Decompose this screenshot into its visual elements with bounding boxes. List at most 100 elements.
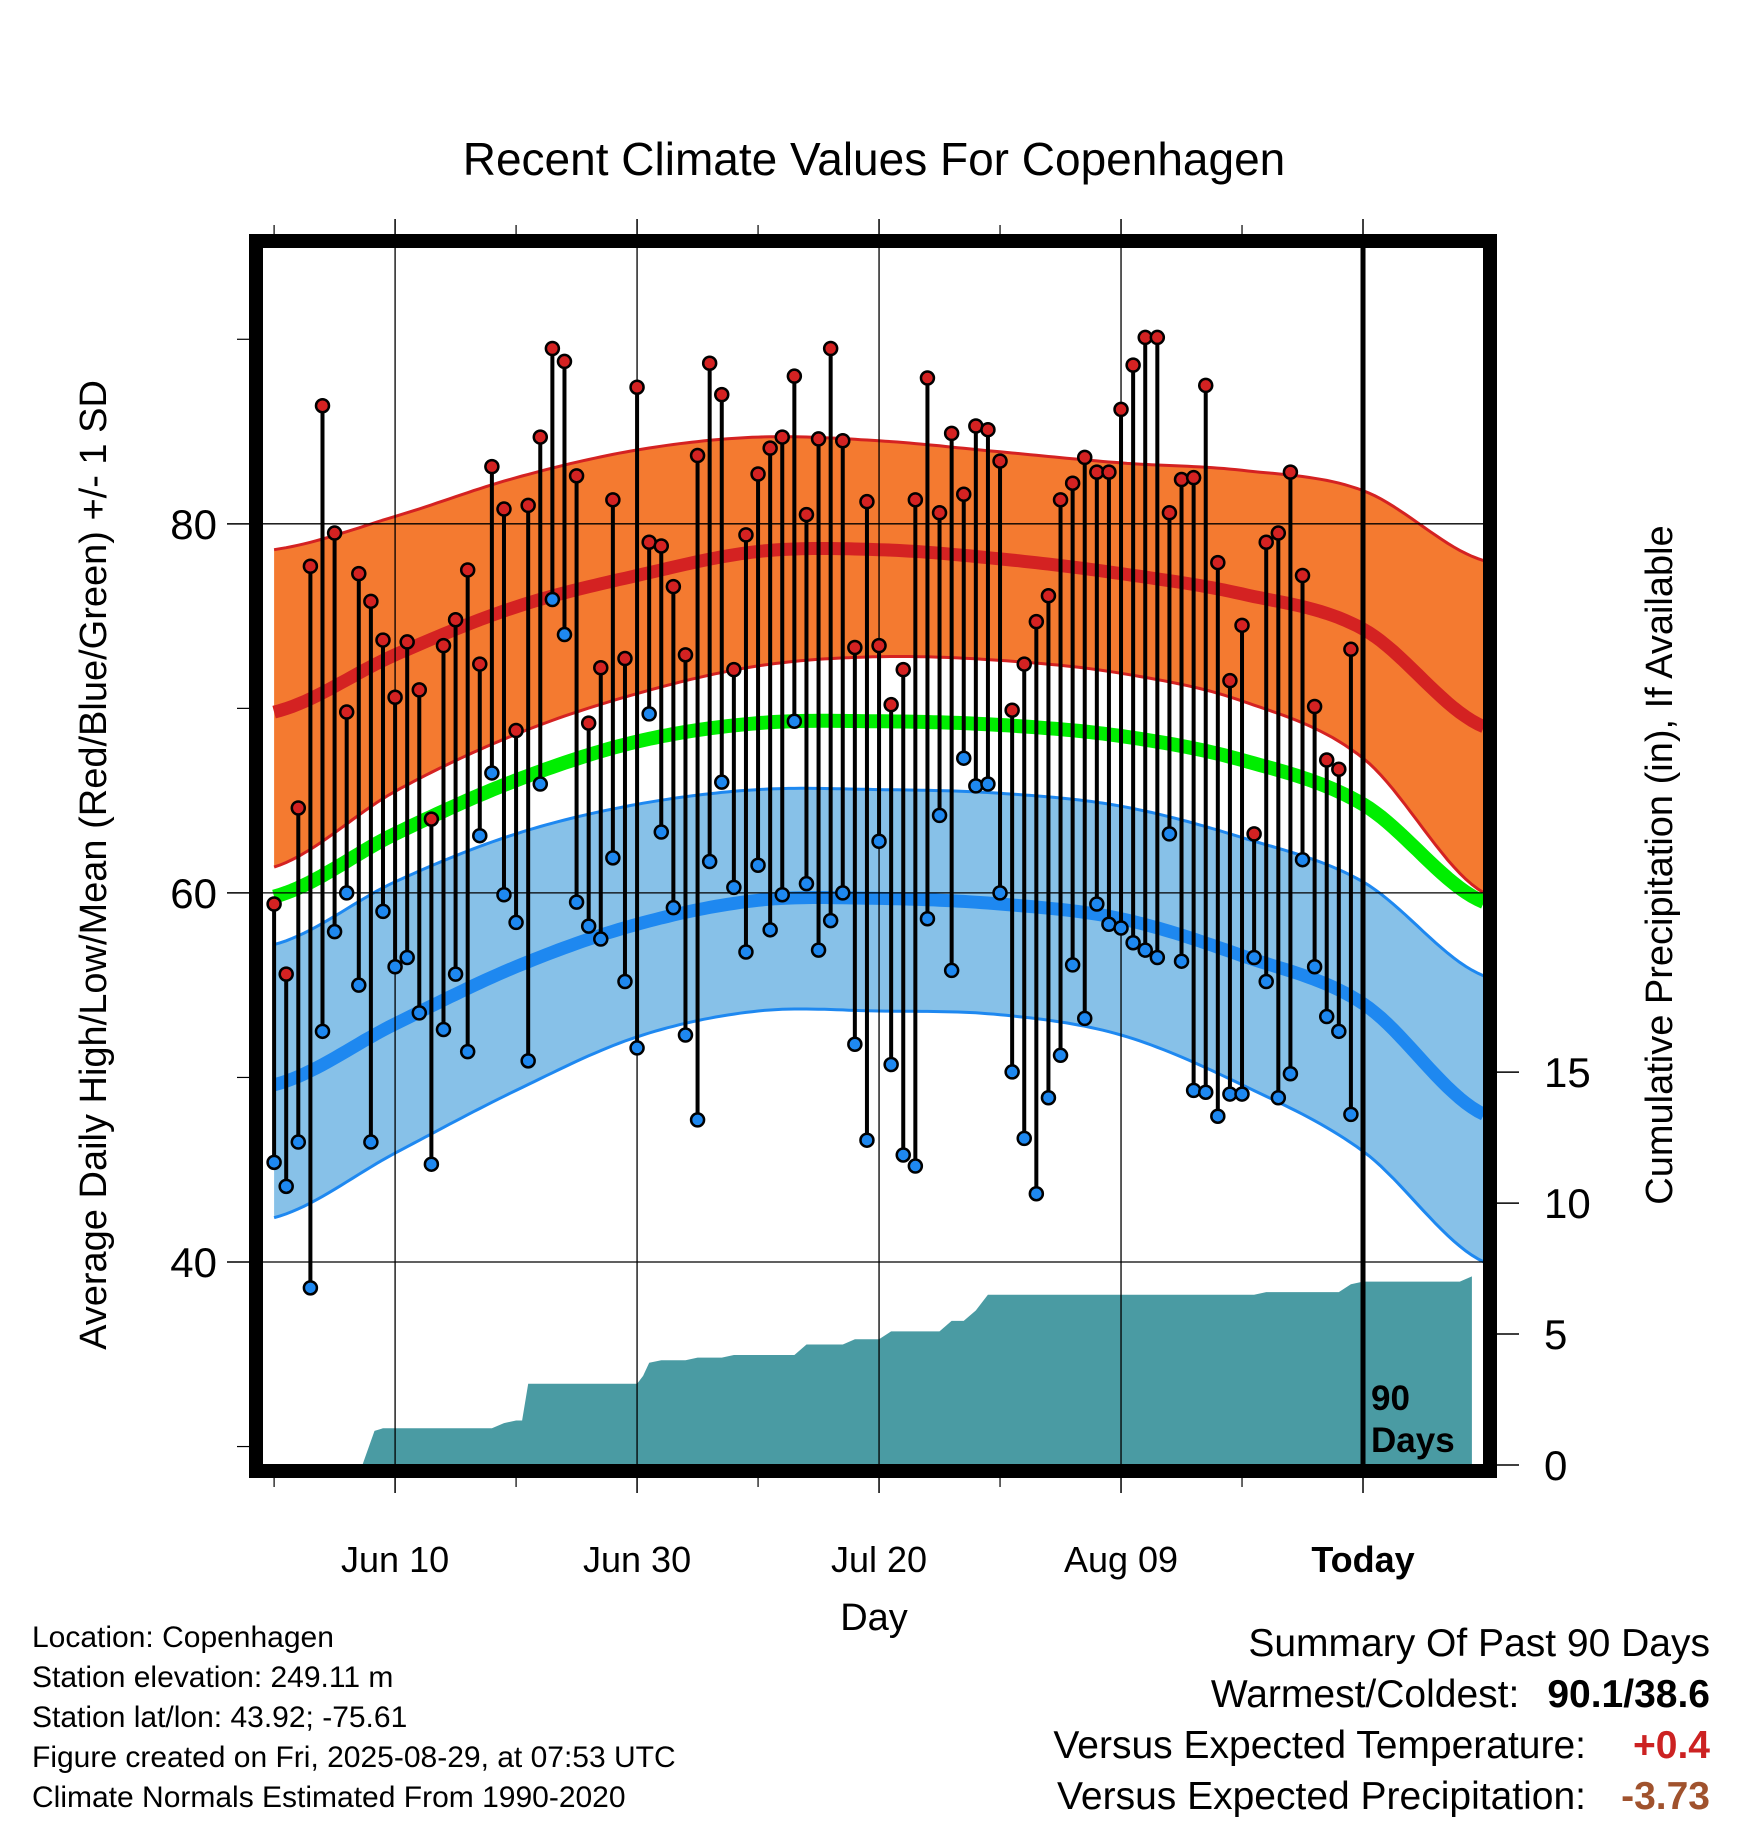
daily-low-point <box>1125 934 1141 951</box>
plot-frame <box>249 234 1497 1478</box>
daily-high-point <box>835 433 851 449</box>
daily-high-point <box>617 650 633 667</box>
x-tick-label: Aug 09 <box>1064 1539 1178 1580</box>
daily-low-point <box>641 706 657 722</box>
daily-low-point <box>762 922 778 938</box>
daily-low-point <box>1113 920 1129 936</box>
daily-high-point <box>1173 471 1190 488</box>
daily-high-point <box>326 525 343 541</box>
daily-low-point <box>738 944 754 960</box>
daily-low-point <box>484 765 500 781</box>
daily-high-point <box>351 565 367 582</box>
daily-low-point <box>593 931 609 947</box>
warmest-coldest-label: Warmest/Coldest: <box>1210 1673 1520 1716</box>
precip-area <box>362 1276 1472 1465</box>
daily-high-point <box>484 458 500 475</box>
daily-high-point <box>278 966 294 982</box>
daily-low-point <box>955 750 972 766</box>
daily-low-point <box>1173 953 1190 969</box>
daily-high-point <box>508 722 524 739</box>
daily-low-point <box>835 885 851 901</box>
daily-high-point <box>919 370 936 386</box>
daily-low-point <box>677 1027 694 1043</box>
daily-low-point <box>1318 1008 1335 1025</box>
daily-low-point <box>1161 826 1178 842</box>
daily-low-point <box>1076 1010 1093 1027</box>
daily-low-point <box>1137 942 1153 958</box>
daily-low-point <box>629 1040 645 1056</box>
daily-high-point <box>1258 534 1274 551</box>
daily-high-point <box>1282 464 1299 480</box>
daily-high-point <box>338 704 355 720</box>
daily-high-point <box>314 397 331 414</box>
daily-low-point <box>1331 1023 1347 1040</box>
daily-low-point <box>786 713 803 730</box>
daily-low-point <box>399 949 415 966</box>
daily-high-point <box>1113 401 1129 418</box>
daily-low-point <box>980 776 996 792</box>
daily-high-point <box>1234 617 1250 634</box>
daily-high-point <box>568 468 585 484</box>
summary-precip-row: Versus Expected Precipitation: -3.73 <box>1053 1771 1710 1822</box>
daily-high-point <box>375 632 391 648</box>
daily-high-point <box>532 429 549 445</box>
daily-high-point <box>871 637 887 654</box>
daily-low-point <box>617 973 633 990</box>
info-created: Figure created on Fri, 2025-08-29, at 07… <box>32 1741 676 1774</box>
daily-high-point <box>907 492 924 508</box>
daily-low-point <box>859 1132 875 1148</box>
daily-high-point <box>629 379 645 396</box>
daily-high-point <box>883 696 899 713</box>
daily-high-point <box>847 639 863 656</box>
temp-vs-expected-value: +0.4 <box>1633 1724 1710 1767</box>
daily-high-point <box>1222 672 1238 689</box>
daily-high-point <box>822 340 839 357</box>
daily-low-point <box>459 1043 476 1060</box>
y-tick-label: 60 <box>170 870 217 917</box>
daily-low-point <box>556 626 573 643</box>
daily-low-point <box>774 887 791 903</box>
daily-low-point <box>411 1005 428 1021</box>
daily-low-point <box>1306 958 1323 975</box>
daily-low-point <box>1294 851 1311 868</box>
daily-low-point <box>1270 1090 1287 1106</box>
daily-low-point <box>1258 973 1274 990</box>
daily-low-point <box>1052 1047 1069 1064</box>
daily-low-point <box>338 885 355 901</box>
today-marker-label: 90 Days <box>1371 1379 1455 1460</box>
daily-low-point <box>423 1156 440 1172</box>
daily-high-point <box>605 492 621 508</box>
plot-area: 90 Days Jun 10 Jun 30 Jul 20 Aug 09 Today 40 60 8… <box>170 219 1591 1580</box>
x-tick-label: Jul 20 <box>831 1539 927 1580</box>
daily-high-point <box>677 647 694 663</box>
daily-high-point <box>726 661 742 678</box>
daily-high-point <box>1125 357 1141 373</box>
daily-low-point <box>1210 1108 1226 1124</box>
daily-high-point <box>399 634 415 650</box>
daily-high-point <box>701 355 718 372</box>
chart-title: Recent Climate Values For Copenhagen <box>463 133 1286 185</box>
precip-vs-expected-label: Versus Expected Precipitation: <box>1057 1775 1586 1818</box>
daily-high-point <box>931 504 948 521</box>
daily-low-point <box>798 875 815 892</box>
daily-low-point <box>290 1134 307 1150</box>
daily-low-point <box>447 966 464 982</box>
daily-high-point <box>423 811 440 827</box>
daily-high-point <box>1294 567 1311 584</box>
daily-high-point <box>859 493 875 510</box>
info-location: Location: Copenhagen <box>32 1621 334 1654</box>
summary-temp-row: Versus Expected Temperature: +0.4 <box>1053 1720 1710 1771</box>
daily-low-point <box>1282 1066 1299 1082</box>
daily-high-point <box>290 800 307 816</box>
daily-high-point <box>980 421 996 438</box>
daily-high-point <box>1161 504 1178 521</box>
daily-high-point <box>544 340 561 357</box>
x-tick-label: Jun 30 <box>583 1539 691 1580</box>
daily-high-point <box>1076 449 1093 466</box>
daily-low-point <box>1028 1185 1045 1202</box>
summary-panel: Summary Of Past 90 Days Warmest/Coldest:… <box>1053 1618 1710 1822</box>
daily-high-point <box>556 353 573 370</box>
daily-low-point <box>472 827 488 844</box>
y2-tick-label: 5 <box>1544 1311 1567 1358</box>
daily-low-point <box>1149 949 1166 966</box>
